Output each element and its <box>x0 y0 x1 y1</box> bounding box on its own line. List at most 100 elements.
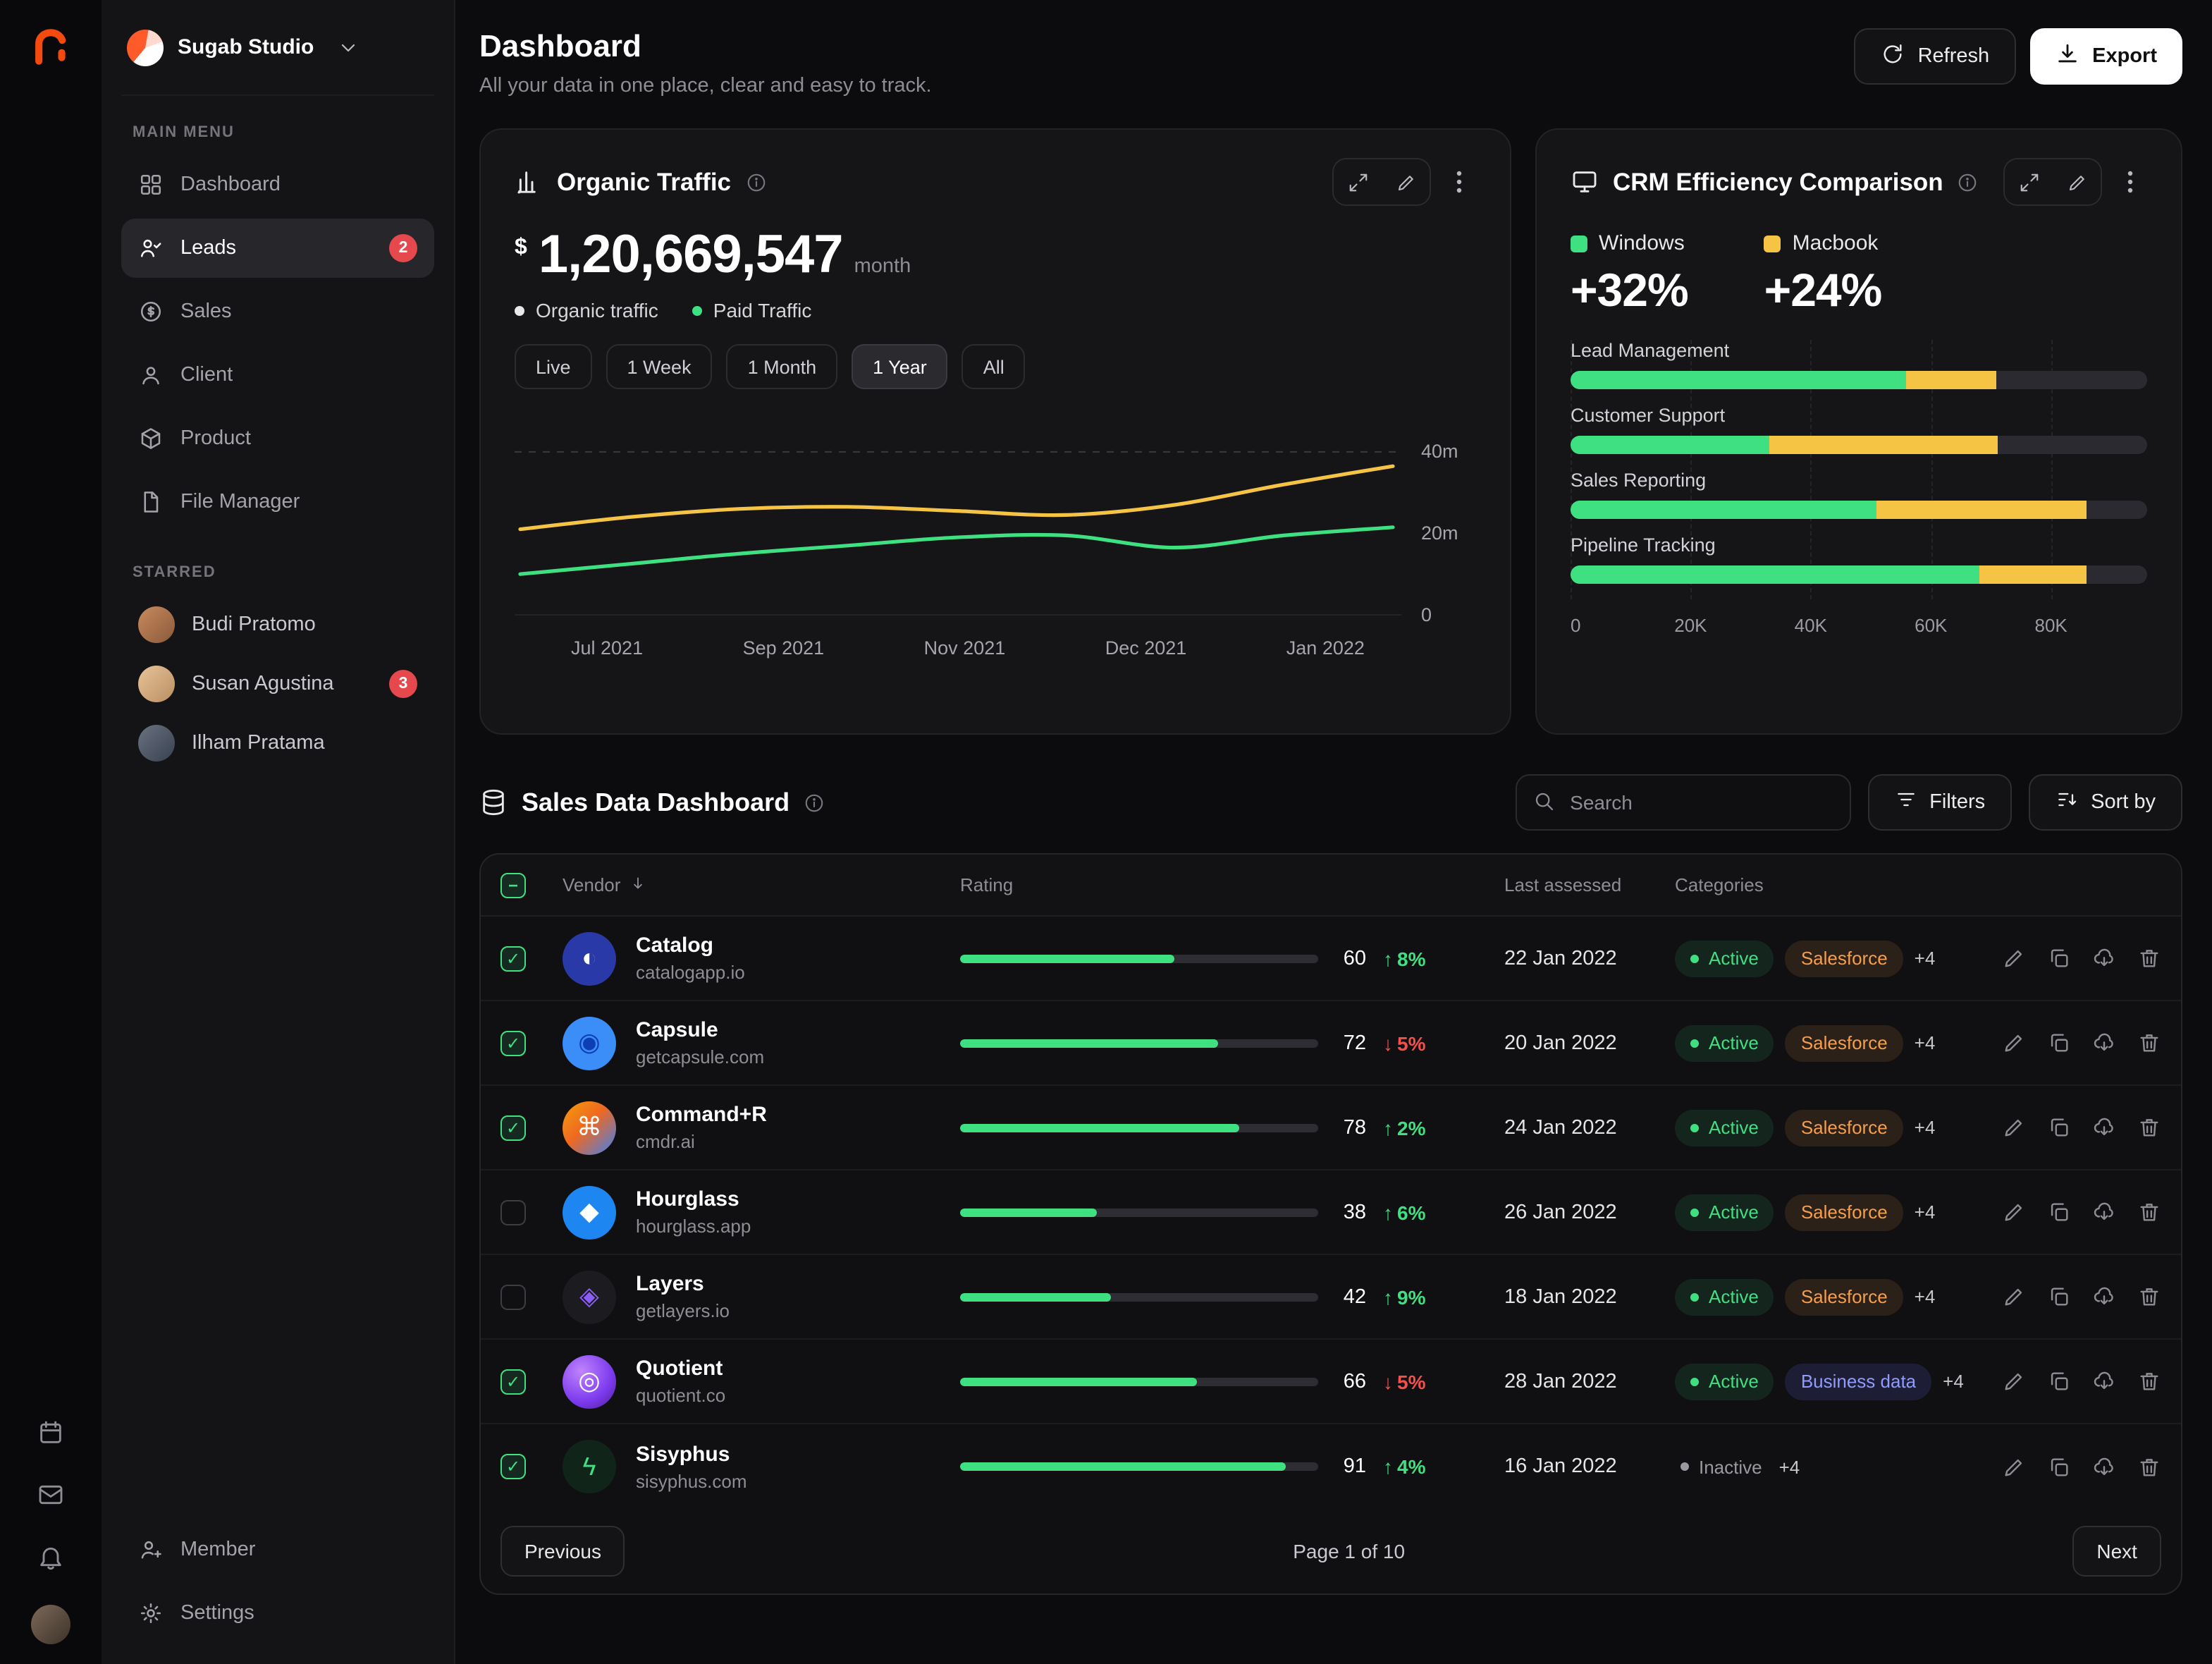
starred-item-budi[interactable]: Budi Pratomo <box>121 595 434 654</box>
row-checkbox[interactable]: ✓ <box>500 1454 526 1479</box>
expand-icon[interactable] <box>1334 159 1382 204</box>
range-1-week[interactable]: 1 Week <box>606 344 713 389</box>
edit-icon[interactable] <box>2002 1031 2026 1055</box>
kebab-menu-icon[interactable] <box>2113 159 2147 204</box>
sidebar-item-label: Dashboard <box>180 173 281 196</box>
table-row[interactable]: ✓ ◎ Quotient quotient.co 66 ↓ 5% 28 Jan 2… <box>481 1340 2181 1424</box>
row-checkbox[interactable]: ✓ <box>500 1030 526 1056</box>
delete-icon[interactable] <box>2137 1200 2161 1224</box>
gear-icon <box>138 1601 164 1626</box>
sidebar-item-dashboard[interactable]: Dashboard <box>121 155 434 214</box>
crm-bar-track <box>1571 371 2147 389</box>
workspace-switcher[interactable]: Sugab Studio <box>121 0 434 96</box>
duplicate-icon[interactable] <box>2047 1115 2071 1139</box>
table-row[interactable]: ✓ ϟ Sisyphus sisyphus.com 91 ↑ 4% 16 Jan … <box>481 1424 2181 1509</box>
cloud-download-icon[interactable] <box>2092 946 2116 970</box>
crm-axis-tick: 80K <box>2034 615 2067 636</box>
duplicate-icon[interactable] <box>2047 1031 2071 1055</box>
range-live[interactable]: Live <box>515 344 592 389</box>
column-vendor[interactable]: Vendor <box>563 874 621 895</box>
filters-button[interactable]: Filters <box>1867 774 2013 831</box>
kebab-menu-icon[interactable] <box>1442 159 1476 204</box>
edit-icon[interactable] <box>2002 1285 2026 1309</box>
mail-icon[interactable] <box>37 1481 65 1509</box>
crm-category-label: Sales Reporting <box>1571 470 1707 491</box>
cloud-download-icon[interactable] <box>2092 1200 2116 1224</box>
info-icon[interactable] <box>1958 171 1979 192</box>
crm-gridline <box>1571 340 1572 599</box>
export-button[interactable]: Export <box>2030 28 2182 85</box>
cloud-download-icon[interactable] <box>2092 1115 2116 1139</box>
app-logo <box>30 25 72 75</box>
edit-icon[interactable] <box>2053 159 2101 204</box>
sort-by-button[interactable]: Sort by <box>2029 774 2182 831</box>
duplicate-icon[interactable] <box>2047 1455 2071 1479</box>
edit-icon[interactable] <box>2002 1369 2026 1393</box>
status-badge: Inactive <box>1675 1448 1768 1485</box>
cloud-download-icon[interactable] <box>2092 1455 2116 1479</box>
delete-icon[interactable] <box>2137 1031 2161 1055</box>
leads-count-badge: 2 <box>389 234 417 262</box>
rating-bar-fill <box>960 1462 1286 1471</box>
sidebar-item-client[interactable]: Client <box>121 345 434 405</box>
chevron-down-icon <box>336 36 359 59</box>
duplicate-icon[interactable] <box>2047 1200 2071 1224</box>
delete-icon[interactable] <box>2137 946 2161 970</box>
search-input[interactable] <box>1515 774 1851 831</box>
sidebar-item-file-manager[interactable]: File Manager <box>121 472 434 532</box>
cloud-download-icon[interactable] <box>2092 1285 2116 1309</box>
delete-icon[interactable] <box>2137 1369 2161 1393</box>
edit-icon[interactable] <box>2002 1115 2026 1139</box>
edit-icon[interactable] <box>2002 1200 2026 1224</box>
info-icon[interactable] <box>745 171 766 192</box>
status-badge: Active <box>1675 1024 1774 1061</box>
edit-icon[interactable] <box>1382 159 1430 204</box>
status-dot <box>1690 1377 1699 1385</box>
row-checkbox[interactable]: ✓ <box>500 946 526 971</box>
user-avatar[interactable] <box>31 1605 70 1644</box>
bell-icon[interactable] <box>37 1543 65 1571</box>
calendar-icon[interactable] <box>37 1419 65 1447</box>
duplicate-icon[interactable] <box>2047 946 2071 970</box>
duplicate-icon[interactable] <box>2047 1285 2071 1309</box>
table-row[interactable]: ✓ ◉ Capsule getcapsule.com 72 ↓ 5% 20 Jan… <box>481 1001 2181 1086</box>
duplicate-icon[interactable] <box>2047 1369 2071 1393</box>
sidebar-item-label: Member <box>180 1538 256 1561</box>
sidebar-item-settings[interactable]: Settings <box>121 1584 434 1643</box>
workspace-logo <box>127 29 164 66</box>
table-row[interactable]: ◆ Hourglass hourglass.app 38 ↑ 6% 26 Jan … <box>481 1170 2181 1255</box>
previous-page-button[interactable]: Previous <box>500 1526 625 1577</box>
sidebar-item-product[interactable]: Product <box>121 409 434 468</box>
cloud-download-icon[interactable] <box>2092 1031 2116 1055</box>
row-checkbox[interactable] <box>500 1199 526 1225</box>
delete-icon[interactable] <box>2137 1285 2161 1309</box>
delete-icon[interactable] <box>2137 1115 2161 1139</box>
edit-icon[interactable] <box>2002 946 2026 970</box>
range-1-year[interactable]: 1 Year <box>852 344 948 389</box>
select-all-checkbox[interactable]: − <box>500 872 526 898</box>
delete-icon[interactable] <box>2137 1455 2161 1479</box>
sidebar-item-leads[interactable]: Leads 2 <box>121 219 434 278</box>
starred-item-susan[interactable]: Susan Agustina 3 <box>121 654 434 714</box>
range-1-month[interactable]: 1 Month <box>726 344 838 389</box>
refresh-button[interactable]: Refresh <box>1854 28 2017 85</box>
row-checkbox[interactable]: ✓ <box>500 1115 526 1140</box>
sidebar-item-member[interactable]: Member <box>121 1520 434 1579</box>
starred-item-ilham[interactable]: Ilham Pratama <box>121 714 434 773</box>
range-all[interactable]: All <box>961 344 1026 389</box>
sidebar-item-sales[interactable]: Sales <box>121 282 434 341</box>
row-checkbox[interactable]: ✓ <box>500 1369 526 1394</box>
next-page-button[interactable]: Next <box>2072 1526 2161 1577</box>
edit-icon[interactable] <box>2002 1455 2026 1479</box>
trend: ↑ 6% <box>1383 1201 1425 1223</box>
info-icon[interactable] <box>804 792 825 813</box>
sort-arrow-icon[interactable] <box>629 874 647 896</box>
table-row[interactable]: ✓ ⌘ Command+R cmdr.ai 78 ↑ 2% 24 Jan 2022… <box>481 1086 2181 1170</box>
expand-icon[interactable] <box>2005 159 2053 204</box>
table-row[interactable]: ✓ ◐ Catalog catalogapp.io 60 ↑ 8% 22 Jan … <box>481 917 2181 1001</box>
download-icon <box>2056 42 2079 71</box>
row-checkbox[interactable] <box>500 1284 526 1309</box>
cloud-download-icon[interactable] <box>2092 1369 2116 1393</box>
table-row[interactable]: ◈ Layers getlayers.io 42 ↑ 9% 18 Jan 2022… <box>481 1255 2181 1340</box>
crm-category-label: Pipeline Tracking <box>1571 534 1716 556</box>
